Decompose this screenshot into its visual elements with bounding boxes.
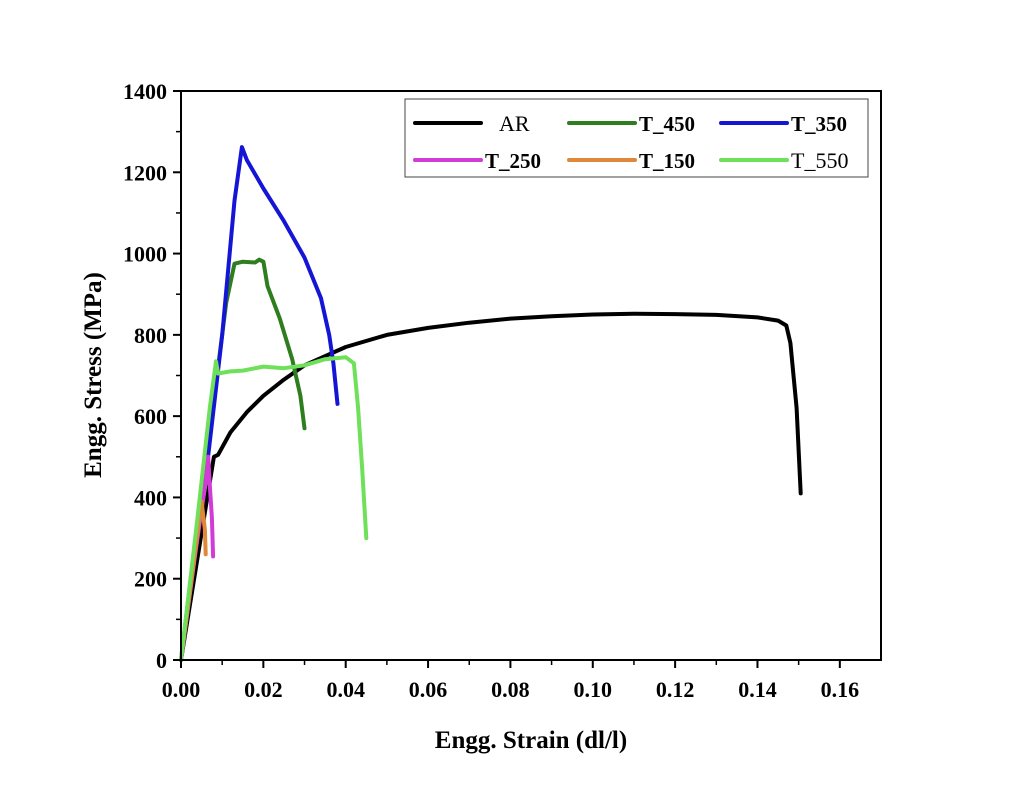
x-tick-label: 0.14 xyxy=(738,677,777,702)
legend: AR T_450 T_350 T_250 T_150 T_550 xyxy=(404,98,869,178)
y-tick-label: 200 xyxy=(134,567,167,592)
x-tick-label: 0.00 xyxy=(162,677,201,702)
series-line-t-450 xyxy=(179,257,307,662)
x-tick-label: 0.08 xyxy=(491,677,530,702)
y-axis: 0 200 400 600 800 1000 1200 1400 xyxy=(123,79,181,673)
x-axis: 0.00 0.02 0.04 0.06 0.08 0.10 0.12 0.14 0.16 xyxy=(162,660,859,702)
x-tick-label: 0.10 xyxy=(574,677,613,702)
x-tick-label: 0.04 xyxy=(326,677,365,702)
series-line-t-350 xyxy=(179,145,340,662)
legend-label-t-450: T_450 xyxy=(639,112,695,136)
y-tick-label: 1200 xyxy=(123,160,167,185)
y-tick-label: 0 xyxy=(156,648,167,673)
series-line-t-550 xyxy=(179,355,369,662)
legend-label-ar: AR xyxy=(499,111,530,136)
y-tick-label: 800 xyxy=(134,323,167,348)
legend-label-t-250: T_250 xyxy=(485,149,541,173)
y-tick-label: 1400 xyxy=(123,79,167,104)
legend-box xyxy=(404,98,869,178)
series-line-ar xyxy=(179,311,803,662)
x-tick-label: 0.06 xyxy=(409,677,448,702)
y-axis-title: Engg. Stress (MPa) xyxy=(80,272,107,478)
y-tick-label: 600 xyxy=(134,404,167,429)
y-tick-label: 400 xyxy=(134,485,167,510)
x-tick-label: 0.16 xyxy=(821,677,860,702)
y-tick-label: 1000 xyxy=(123,242,167,267)
x-tick-label: 0.12 xyxy=(656,677,695,702)
legend-label-t-550: T_550 xyxy=(791,148,848,173)
plot-layer xyxy=(179,145,803,662)
x-tick-label: 0.02 xyxy=(244,677,283,702)
legend-label-t-150: T_150 xyxy=(639,149,695,173)
x-axis-title: Engg. Strain (dl/l) xyxy=(435,727,627,754)
legend-label-t-350: T_350 xyxy=(791,112,847,136)
